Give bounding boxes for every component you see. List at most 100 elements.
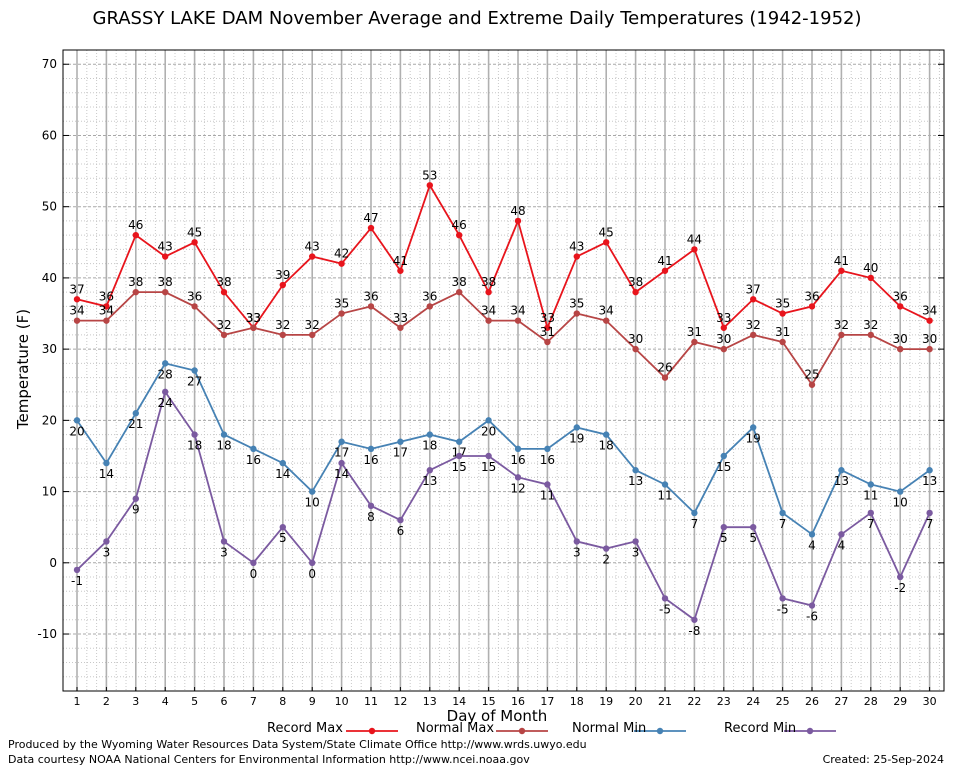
record-max-data-label: 34 <box>922 304 937 318</box>
x-tick-label: 22 <box>687 695 701 708</box>
record-min-point <box>632 538 639 545</box>
record-max-data-label: 41 <box>393 254 408 268</box>
normal-max-point <box>485 317 492 324</box>
normal-max-point <box>603 317 610 324</box>
normal-max-data-label: 38 <box>452 275 467 289</box>
record-min-point <box>456 452 463 460</box>
record-max-data-label: 45 <box>599 225 614 239</box>
normal-min-point <box>191 367 198 374</box>
legend-marker-record-min <box>806 727 814 735</box>
normal-max-point <box>750 331 757 339</box>
record-min-data-label: 3 <box>220 545 228 559</box>
normal-max-data-label: 30 <box>716 332 731 346</box>
normal-min-data-label: 14 <box>99 467 114 481</box>
x-tick-label: 12 <box>393 695 407 708</box>
normal-min-data-label: 7 <box>691 517 699 531</box>
record-min-data-label: 5 <box>720 531 728 545</box>
record-max-data-label: 38 <box>216 275 231 289</box>
normal-max-point <box>397 324 404 331</box>
record-max-data-label: 33 <box>246 311 261 325</box>
normal-min-point <box>926 467 933 474</box>
normal-min-point <box>103 459 110 467</box>
normal-max-data-label: 38 <box>128 275 143 289</box>
normal-max-data-label: 32 <box>746 318 761 332</box>
normal-min-point <box>73 417 81 424</box>
normal-max-data-label: 35 <box>569 297 584 311</box>
normal-max-point <box>514 317 522 324</box>
record-min-data-label: -6 <box>806 610 818 624</box>
normal-max-point <box>838 331 845 339</box>
footer-produced-by: Produced by the Wyoming Water Resources … <box>8 738 587 751</box>
record-min-point <box>514 474 522 481</box>
record-max-point <box>162 253 169 260</box>
x-tick-label: 1 <box>74 695 81 708</box>
x-tick-label: 28 <box>864 695 878 708</box>
record-max-data-label: 36 <box>804 289 819 303</box>
normal-max-point <box>279 331 286 339</box>
x-tick-label: 23 <box>717 695 731 708</box>
record-max-data-label: 37 <box>746 282 761 296</box>
normal-min-data-label: 16 <box>363 453 378 467</box>
record-max-point <box>220 288 228 296</box>
x-tick-label: 29 <box>893 695 907 708</box>
record-min-data-label: 13 <box>422 474 437 488</box>
normal-max-point <box>73 317 81 324</box>
normal-max-point <box>250 324 257 331</box>
record-min-data-label: 3 <box>103 545 111 559</box>
normal-max-point <box>867 331 874 339</box>
normal-max-data-label: 30 <box>893 332 908 346</box>
normal-min-point <box>632 467 639 474</box>
record-min-line <box>76 389 931 622</box>
record-min-data-label: -5 <box>659 602 671 616</box>
record-max-point <box>132 231 139 239</box>
normal-max-point <box>338 310 345 317</box>
record-max-data-label: 53 <box>422 168 437 182</box>
record-min-point <box>103 538 110 545</box>
record-max-data-label: 46 <box>128 218 143 232</box>
normal-max-point <box>691 338 698 346</box>
record-max-data-label: 44 <box>687 232 702 246</box>
y-tick-label: 50 <box>42 200 57 214</box>
x-axis-label: Day of Month <box>446 707 548 725</box>
record-max-point <box>661 267 669 274</box>
record-min-data-label: 0 <box>308 567 316 581</box>
x-tick-label: 20 <box>629 695 643 708</box>
record-max-point <box>309 253 316 260</box>
normal-max-point <box>632 345 639 353</box>
normal-min-data-label: 11 <box>657 488 672 502</box>
record-min-point <box>191 431 198 438</box>
record-max-point <box>720 324 727 331</box>
normal-max-data-label: 30 <box>922 332 937 346</box>
record-max-point <box>750 296 757 303</box>
record-max-point <box>338 260 345 267</box>
normal-min-point <box>220 431 228 438</box>
normal-max-point <box>456 288 463 296</box>
normal-max-point <box>544 338 551 346</box>
record-max-point <box>485 288 492 296</box>
normal-min-data-label: 10 <box>893 496 908 510</box>
normal-min-point <box>514 445 522 453</box>
record-min-data-label: 7 <box>926 517 934 531</box>
grid <box>63 49 944 692</box>
record-max-point <box>691 246 698 253</box>
record-min-data-label: 0 <box>250 567 258 581</box>
record-max-data-label: 35 <box>775 297 790 311</box>
record-min-data-label: -5 <box>777 602 789 616</box>
series: 3736464345383339434247415346384833434538… <box>69 168 937 637</box>
normal-max-point <box>897 345 904 353</box>
record-max-data-label: 41 <box>657 254 672 268</box>
record-max-data-label: 43 <box>305 240 320 254</box>
x-tick-label: 15 <box>482 695 496 708</box>
y-tick-label: 70 <box>42 57 57 71</box>
normal-max-point <box>162 288 169 296</box>
y-tick-label: -10 <box>37 627 57 641</box>
normal-max-point <box>926 345 933 353</box>
normal-min-data-label: 20 <box>69 424 84 438</box>
record-min-data-label: 5 <box>749 531 757 545</box>
normal-max-data-label: 32 <box>216 318 231 332</box>
normal-max-point <box>220 331 228 339</box>
normal-min-data-label: 7 <box>779 517 787 531</box>
normal-max-data-label: 31 <box>775 325 790 339</box>
normal-min-point <box>808 531 816 538</box>
normal-min-data-label: 14 <box>275 467 290 481</box>
